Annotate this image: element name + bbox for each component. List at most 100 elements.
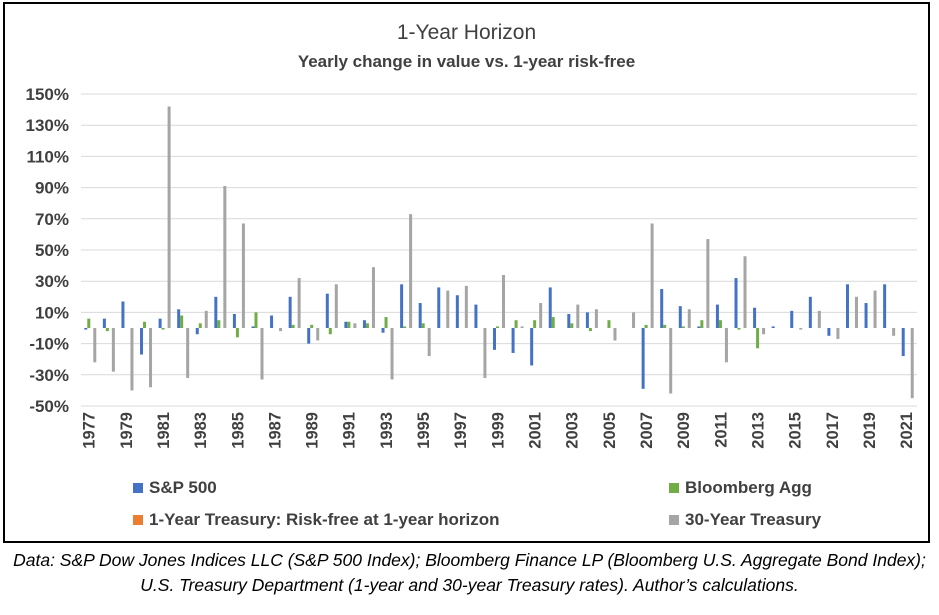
y-tick-label: 150% (26, 85, 69, 104)
bar-30yr-treasury (260, 328, 264, 380)
chart-frame: 150% 130% 110% 90% 70% 50% 30% 10% -10% -30% -50% 1… (3, 2, 930, 543)
bar-bloomberg-agg (756, 328, 760, 349)
bar-30yr-treasury (632, 312, 636, 328)
bar-sp500 (808, 296, 812, 328)
legend-swatch-30yr-treasury (669, 515, 679, 525)
bar-30yr-treasury (390, 328, 394, 380)
x-tick-label: 2003 (564, 412, 582, 449)
legend-swatch-sp500 (133, 483, 143, 493)
bar-sp500 (195, 328, 199, 335)
bar-sp500 (84, 328, 88, 330)
legend-swatch-bloomberg-agg (669, 483, 679, 493)
bar-bloomberg-agg (533, 320, 537, 328)
bar-sp500 (678, 306, 682, 328)
bar-30yr-treasury (799, 328, 803, 330)
bar-sp500 (715, 304, 719, 328)
bar-bloomberg-agg (328, 328, 332, 335)
bar-30yr-treasury (464, 285, 468, 328)
bar-30yr-treasury (111, 328, 115, 372)
y-tick-label: 10% (35, 303, 69, 322)
bar-30yr-treasury (762, 328, 766, 335)
bar-30yr-treasury (241, 223, 245, 328)
bar-30yr-treasury (817, 310, 821, 328)
bar-bloomberg-agg (737, 328, 741, 330)
x-tick-label: 2021 (898, 412, 916, 449)
bar-sp500 (214, 296, 218, 328)
bar-bloomberg-agg (217, 320, 221, 328)
y-tick-label: 90% (35, 179, 69, 198)
bar-sp500 (883, 284, 887, 328)
bar-sp500 (177, 309, 181, 328)
legend-swatch-1yr-treasury (133, 515, 143, 525)
y-tick-label: -30% (29, 366, 69, 385)
x-tick-label: 2007 (638, 412, 656, 449)
bar-30yr-treasury (854, 296, 858, 328)
bar-bloomberg-agg (87, 318, 91, 328)
bar-30yr-treasury (93, 328, 97, 363)
bar-sp500 (437, 287, 441, 328)
bar-bloomberg-agg (570, 323, 574, 328)
bar-30yr-treasury (223, 186, 227, 328)
x-tick-label: 1985 (229, 412, 247, 449)
bar-sp500 (771, 326, 775, 328)
bar-30yr-treasury (836, 328, 840, 339)
bar-sp500 (753, 307, 757, 328)
bar-sp500 (845, 284, 849, 328)
bar-bloomberg-agg (143, 321, 147, 328)
x-tick-label: 2019 (861, 412, 879, 449)
x-tick-label: 2017 (824, 412, 842, 449)
legend-item-30yr-treasury: 30-Year Treasury (669, 510, 821, 530)
source-note: Data: S&P Dow Jones Indices LLC (S&P 500… (13, 550, 926, 595)
bar-30yr-treasury (204, 310, 208, 328)
bar-30yr-treasury (167, 106, 171, 328)
x-tick-label: 1999 (489, 412, 507, 449)
bar-bloomberg-agg (310, 324, 314, 328)
bar-bloomberg-agg (105, 328, 109, 332)
bar-30yr-treasury (483, 328, 487, 378)
bar-30yr-treasury (353, 323, 357, 328)
x-tick-label: 1979 (118, 412, 136, 449)
bar-30yr-treasury (650, 223, 654, 328)
bar-sp500 (251, 326, 255, 328)
bar-30yr-treasury (334, 284, 338, 328)
legend-label-sp500: S&P 500 (149, 478, 217, 497)
x-tick-label: 1981 (155, 412, 173, 449)
bar-bloomberg-agg (291, 324, 295, 328)
bar-sp500 (493, 328, 496, 350)
bar-sp500 (474, 304, 478, 328)
bar-sp500 (400, 284, 404, 328)
bar-sp500 (641, 328, 645, 389)
bar-30yr-treasury (669, 328, 673, 394)
bar-sp500 (511, 328, 515, 353)
bar-bloomberg-agg (254, 312, 258, 328)
bar-sp500 (827, 328, 831, 336)
chart-subtitle: Yearly change in value vs. 1-year risk-f… (297, 52, 636, 71)
bar-sp500 (548, 287, 552, 328)
bar-sp500 (288, 296, 292, 328)
bar-bloomberg-agg (607, 320, 611, 328)
bar-bloomberg-agg (551, 317, 555, 328)
bar-sp500 (734, 278, 738, 328)
bar-30yr-treasury (446, 290, 450, 328)
bar-30yr-treasury (186, 328, 190, 378)
x-tick-label: 1977 (81, 412, 99, 449)
bar-30yr-treasury (520, 326, 524, 328)
y-tick-label: 110% (26, 147, 69, 166)
bar-sp500 (102, 318, 106, 328)
x-tick-label: 2011 (712, 412, 730, 448)
bar-sp500 (418, 303, 422, 328)
bar-sp500 (344, 321, 348, 328)
bar-30yr-treasury (576, 304, 580, 328)
bar-bloomberg-agg (180, 315, 184, 328)
bar-sp500 (140, 328, 144, 355)
bar-sp500 (585, 312, 589, 328)
bar-bloomberg-agg (347, 321, 351, 328)
bar-bloomberg-agg (681, 326, 685, 328)
bar-30yr-treasury (594, 309, 598, 328)
x-tick-label: 1989 (304, 412, 322, 449)
bar-chart: 150% 130% 110% 90% 70% 50% 30% 10% -10% -30% -50% 1… (26, 85, 917, 449)
legend-label-1yr-treasury: 1-Year Treasury: Risk-free at 1-year hor… (149, 510, 500, 529)
bar-30yr-treasury (892, 328, 896, 336)
legend-label-30yr-treasury: 30-Year Treasury (685, 510, 822, 529)
bar-bloomberg-agg (384, 317, 388, 328)
